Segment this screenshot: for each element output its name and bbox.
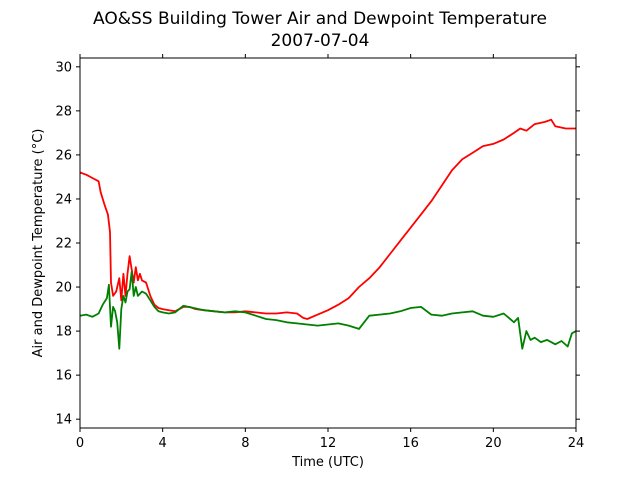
y-tick-label: 26 [55, 148, 72, 163]
chart-subtitle: 2007-07-04 [271, 31, 370, 51]
series-layer [79, 118, 577, 350]
y-tick-label: 22 [55, 237, 72, 252]
series-line-1 [79, 270, 577, 350]
x-tick-label: 0 [76, 436, 84, 451]
y-tick-label: 16 [55, 369, 72, 384]
y-tick-label: 14 [55, 413, 72, 428]
y-axis-label: Air and Dewpoint Temperature (°C) [31, 129, 46, 358]
y-tick-label: 28 [55, 104, 72, 119]
x-tick-label: 12 [320, 436, 337, 451]
x-tick-label: 20 [485, 436, 502, 451]
x-tick-label: 24 [568, 436, 585, 451]
y-tick-label: 24 [55, 192, 72, 207]
y-tick-label: 18 [55, 325, 72, 340]
y-tick-label: 30 [55, 60, 72, 75]
series-line-0 [79, 118, 576, 320]
x-tick-label: 8 [241, 436, 249, 451]
ticks-layer: 0 4 8 12 16 20 24 14 16 18 20 22 24 26 28 30 [55, 54, 584, 451]
chart-title: AO&SS Building Tower Air and Dewpoint Te… [93, 9, 547, 29]
x-axis-label: Time (UTC) [291, 455, 364, 470]
x-tick-label: 16 [402, 436, 419, 451]
x-tick-label: 4 [159, 436, 167, 451]
y-tick-label: 20 [55, 281, 72, 296]
